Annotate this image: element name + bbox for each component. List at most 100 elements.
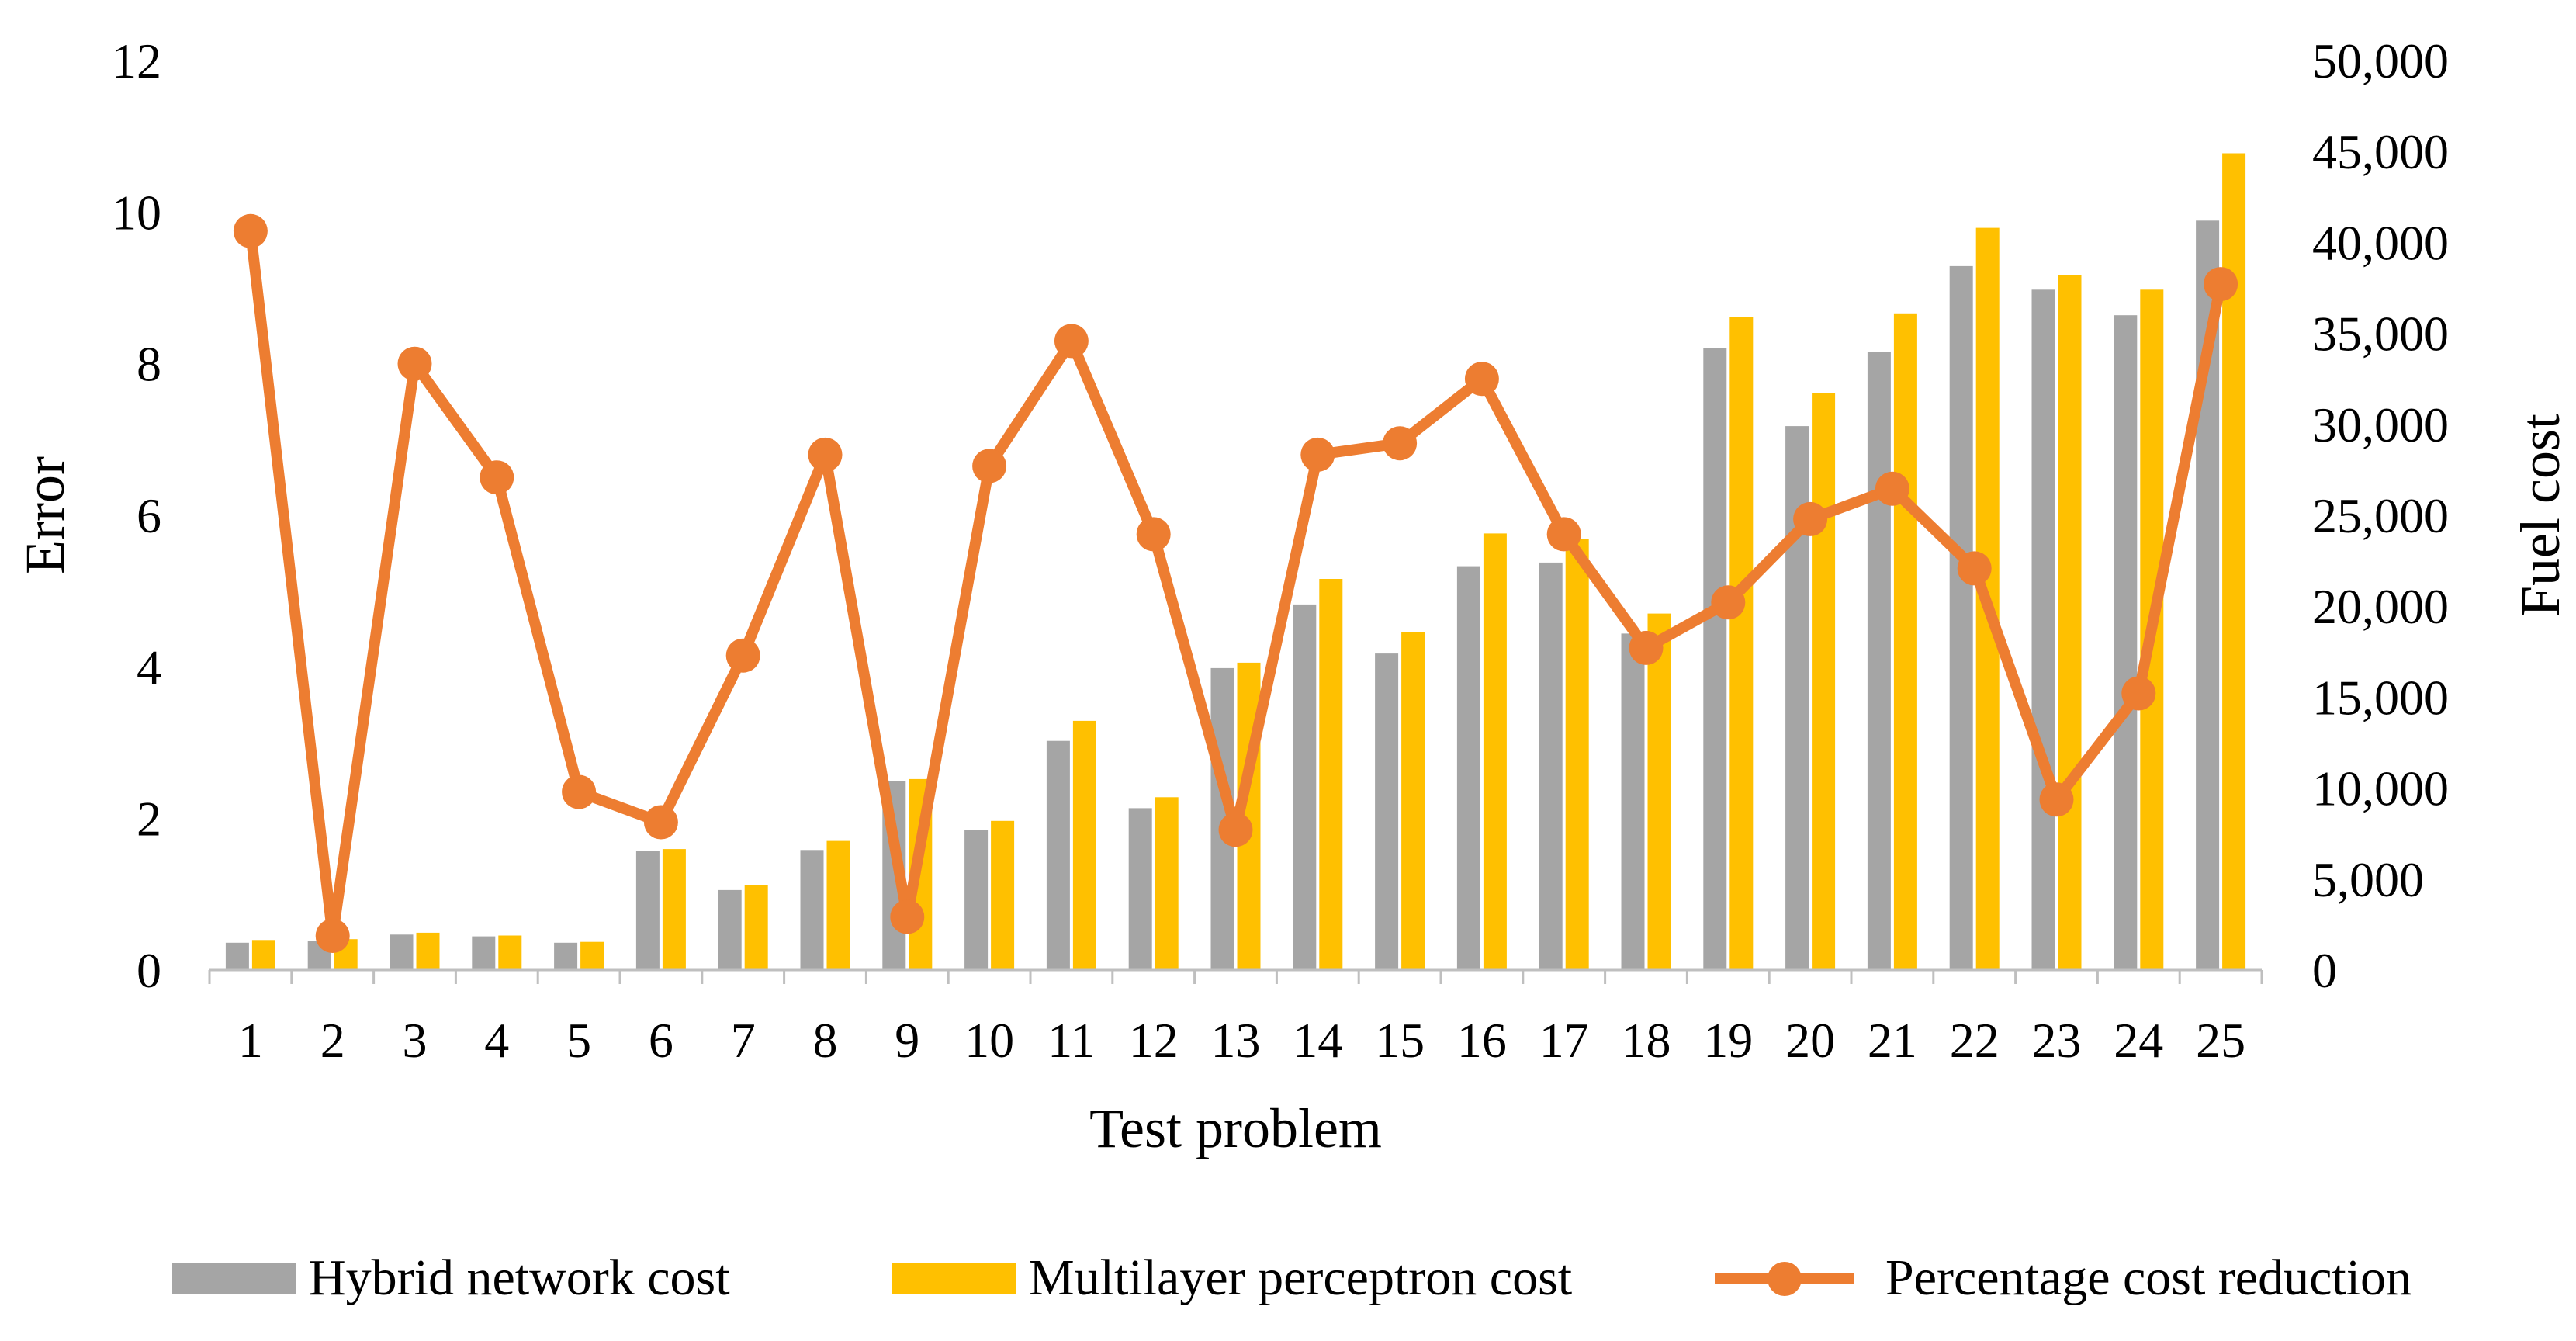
bar-mlp-21 [1893, 313, 1917, 970]
x-tick-label-15: 15 [1375, 1013, 1425, 1068]
legend-label-reduction: Percentage cost reduction [1885, 1249, 2412, 1306]
bar-hybrid-11 [1046, 740, 1070, 970]
y-right-tick-label: 35,000 [2312, 307, 2449, 362]
bar-hybrid-12 [1128, 808, 1152, 970]
bar-mlp-23 [2058, 275, 2082, 971]
reduction-point-18 [1629, 630, 1664, 665]
y-left-tick-label: 0 [137, 943, 161, 998]
y-right-tick-label: 0 [2312, 943, 2337, 998]
reduction-point-4 [480, 460, 514, 495]
reduction-point-21 [1875, 471, 1909, 506]
bar-mlp-14 [1319, 579, 1343, 970]
bar-mlp-19 [1729, 317, 1754, 970]
x-tick-label-3: 3 [403, 1013, 428, 1068]
x-tick-label-24: 24 [2114, 1013, 2163, 1068]
bar-mlp-4 [498, 935, 522, 970]
x-tick-label-9: 9 [895, 1013, 919, 1068]
bar-hybrid-21 [1867, 352, 1891, 970]
x-tick-label-4: 4 [484, 1013, 509, 1068]
bar-hybrid-16 [1456, 566, 1480, 970]
bar-mlp-17 [1565, 539, 1589, 970]
bar-hybrid-4 [472, 936, 496, 970]
x-tick-label-14: 14 [1293, 1013, 1342, 1068]
bar-hybrid-8 [800, 850, 824, 970]
legend-label-hybrid: Hybrid network cost [309, 1249, 730, 1306]
y-left-tick-label: 4 [137, 639, 161, 695]
bar-mlp-6 [662, 849, 686, 970]
x-tick-label-17: 17 [1539, 1013, 1589, 1068]
bars-layer [225, 153, 2246, 971]
bar-mlp-11 [1072, 720, 1096, 970]
reduction-point-22 [1957, 551, 1992, 586]
bar-hybrid-19 [1703, 348, 1727, 970]
bar-mlp-7 [744, 885, 768, 970]
x-tick-label-20: 20 [1785, 1013, 1835, 1068]
bar-hybrid-18 [1621, 633, 1645, 970]
reduction-point-3 [397, 346, 432, 381]
y-left-tick-label: 10 [112, 185, 161, 240]
y-left-tick-label: 12 [112, 33, 161, 88]
x-tick-label-2: 2 [320, 1013, 345, 1068]
reduction-point-23 [2039, 782, 2074, 817]
axes-layer [208, 968, 2263, 984]
y-right-tick-label: 30,000 [2312, 397, 2449, 452]
bar-hybrid-10 [964, 830, 989, 970]
legend: Hybrid network cost Multilayer perceptro… [172, 1249, 2412, 1306]
x-tick-label-11: 11 [1047, 1013, 1096, 1068]
x-tick-label-5: 5 [566, 1013, 591, 1068]
y-right-tick-label: 40,000 [2312, 215, 2449, 270]
reduction-point-11 [1054, 324, 1089, 359]
y-right-axis-title: Fuel cost [2509, 414, 2571, 617]
x-tick-label-23: 23 [2032, 1013, 2082, 1068]
reduction-point-10 [972, 449, 1007, 483]
x-tick-label-21: 21 [1868, 1013, 1917, 1068]
x-tick-label-7: 7 [731, 1013, 756, 1068]
bar-mlp-3 [416, 932, 440, 970]
x-tick-label-16: 16 [1457, 1013, 1507, 1068]
reduction-point-2 [315, 919, 350, 953]
x-tick-label-13: 13 [1211, 1013, 1261, 1068]
reduction-point-12 [1136, 517, 1171, 552]
x-tick-label-6: 6 [649, 1013, 673, 1068]
reduction-point-6 [643, 805, 678, 840]
bar-hybrid-17 [1539, 562, 1563, 970]
bar-mlp-1 [251, 940, 275, 970]
x-axis-title: Test problem [1089, 1097, 1382, 1159]
bar-mlp-18 [1647, 613, 1671, 970]
reduction-point-9 [890, 899, 925, 934]
bar-mlp-20 [1812, 393, 1836, 970]
reduction-point-1 [233, 213, 268, 248]
x-tick-label-18: 18 [1622, 1013, 1671, 1068]
reduction-point-14 [1300, 437, 1335, 472]
x-tick-label-25: 25 [2196, 1013, 2245, 1068]
y-right-tick-label: 20,000 [2312, 579, 2449, 634]
y-right-tick-label: 45,000 [2312, 124, 2449, 179]
bar-mlp-16 [1483, 533, 1507, 970]
bar-mlp-5 [580, 941, 604, 970]
y-left-tick-label: 8 [137, 337, 161, 392]
legend-swatch-hybrid [172, 1263, 296, 1294]
reduction-point-16 [1464, 362, 1499, 397]
bar-mlp-8 [826, 840, 850, 970]
reduction-point-7 [725, 638, 760, 673]
y-right-tick-label: 15,000 [2312, 670, 2449, 725]
bar-mlp-12 [1155, 797, 1179, 970]
bar-hybrid-24 [2114, 315, 2138, 970]
bar-hybrid-14 [1293, 604, 1317, 970]
y-right-tick-label: 10,000 [2312, 761, 2449, 816]
x-tick-label-19: 19 [1703, 1013, 1753, 1068]
reduction-point-24 [2121, 676, 2156, 711]
reduction-point-5 [562, 774, 597, 809]
bar-hybrid-3 [390, 934, 414, 970]
bar-hybrid-23 [2031, 289, 2055, 970]
reduction-point-13 [1218, 813, 1253, 847]
y-left-axis-title: Error [14, 456, 76, 574]
x-tick-label-8: 8 [813, 1013, 838, 1068]
x-tick-label-22: 22 [1950, 1013, 2000, 1068]
x-tick-label-12: 12 [1129, 1013, 1179, 1068]
legend-swatch-mlp [892, 1263, 1016, 1294]
bar-hybrid-5 [554, 942, 578, 970]
legend-label-mlp: Multilayer perceptron cost [1029, 1249, 1572, 1306]
